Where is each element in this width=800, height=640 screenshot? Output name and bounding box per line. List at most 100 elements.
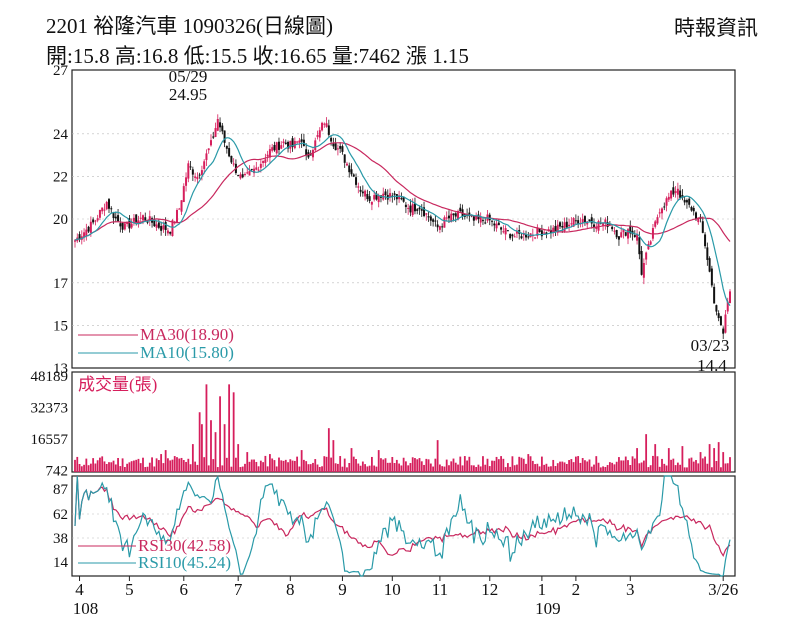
volume-bar xyxy=(724,463,727,472)
candle-body xyxy=(706,247,709,260)
volume-bar xyxy=(94,463,97,472)
volume-bar xyxy=(477,464,480,472)
candle-body xyxy=(400,198,403,200)
volume-bar xyxy=(334,463,337,472)
year-label: 108 xyxy=(73,599,99,618)
volume-bar xyxy=(266,466,269,472)
volume-bar xyxy=(198,412,201,472)
volume-bar xyxy=(182,460,185,472)
candle-body xyxy=(468,212,471,217)
candle-body xyxy=(232,163,235,165)
candle-body xyxy=(155,224,158,228)
candle-body xyxy=(255,167,258,170)
candle-body xyxy=(672,187,675,195)
volume-bar xyxy=(604,466,607,472)
volume-bar xyxy=(201,424,203,472)
volume-bar xyxy=(432,466,434,472)
candle-body xyxy=(638,237,641,255)
volume-bar xyxy=(633,458,636,472)
volume-bar xyxy=(289,459,292,472)
x-tick-label: 6 xyxy=(180,580,189,599)
candle-body xyxy=(513,236,516,238)
volume-bar xyxy=(83,464,85,472)
volume-bar xyxy=(663,463,666,472)
volume-bar xyxy=(89,463,92,472)
volume-bar xyxy=(425,458,428,472)
volume-bar xyxy=(74,459,76,472)
volume-bar xyxy=(207,465,210,472)
volume-bar xyxy=(676,462,679,472)
volume-bar xyxy=(80,466,83,472)
candle-body xyxy=(472,216,475,221)
volume-bar xyxy=(529,456,532,472)
price-tick-label: 24 xyxy=(53,127,69,143)
candle-body xyxy=(692,207,695,212)
volume-bar xyxy=(230,466,233,472)
candle-body xyxy=(339,146,342,149)
volume-bar xyxy=(269,454,271,472)
volume-bar xyxy=(142,457,144,472)
candle-body xyxy=(663,206,666,208)
volume-bar xyxy=(658,466,661,472)
candle-body xyxy=(724,314,727,333)
candle-body xyxy=(549,229,552,233)
candle-body xyxy=(497,222,500,226)
volume-bar xyxy=(681,446,684,472)
volume-bar xyxy=(538,466,541,472)
candle-body xyxy=(332,143,335,147)
volume-bar xyxy=(679,464,682,472)
volume-bar xyxy=(216,467,219,472)
volume-bar xyxy=(692,461,695,472)
candle-body xyxy=(128,218,131,229)
high-value-annotation: 24.95 xyxy=(169,85,207,104)
candle-body xyxy=(534,237,537,239)
volume-bar xyxy=(656,456,659,472)
candle-body xyxy=(130,224,133,228)
candle-body xyxy=(169,231,172,234)
volume-bar xyxy=(586,461,589,472)
candle-body xyxy=(511,234,514,237)
volume-bar xyxy=(382,459,385,472)
volume-bar xyxy=(606,465,609,472)
volume-bar xyxy=(595,456,598,472)
volume-bar xyxy=(133,460,135,472)
volume-bar xyxy=(176,457,178,472)
candle-body xyxy=(266,154,269,157)
volume-bar xyxy=(704,456,706,472)
volume-bar xyxy=(219,396,221,472)
volume-bar xyxy=(615,461,618,472)
candle-body xyxy=(676,188,679,195)
volume-bar xyxy=(373,465,376,472)
candle-body xyxy=(665,198,668,206)
candle-body xyxy=(141,215,144,221)
volume-bar xyxy=(629,465,632,472)
candle-body xyxy=(92,219,95,223)
candle-body xyxy=(717,313,720,319)
candle-body xyxy=(230,155,233,163)
candle-body xyxy=(475,216,478,220)
volume-bar xyxy=(337,463,339,472)
volume-bar xyxy=(611,462,614,472)
candle-body xyxy=(336,148,339,150)
candle-body xyxy=(94,220,97,222)
volume-bar xyxy=(257,466,260,472)
volume-bar xyxy=(355,459,357,472)
volume-bar xyxy=(647,467,650,472)
candle-body xyxy=(620,232,623,238)
candle-body xyxy=(411,204,414,216)
volume-bar xyxy=(187,458,190,472)
candle-body xyxy=(327,125,330,135)
rsi-tick-label: 14 xyxy=(53,555,69,571)
volume-bar xyxy=(368,465,371,472)
volume-bar xyxy=(574,456,577,472)
candle-body xyxy=(583,216,586,223)
x-tick-label: 11 xyxy=(432,580,448,599)
volume-bar xyxy=(522,458,525,472)
candle-body xyxy=(368,196,371,201)
volume-bar xyxy=(497,459,500,472)
candle-body xyxy=(622,229,625,233)
volume-bar xyxy=(654,444,657,472)
candle-body xyxy=(602,222,605,226)
volume-tick-label: 48189 xyxy=(31,369,69,385)
volume-bar xyxy=(599,467,602,472)
